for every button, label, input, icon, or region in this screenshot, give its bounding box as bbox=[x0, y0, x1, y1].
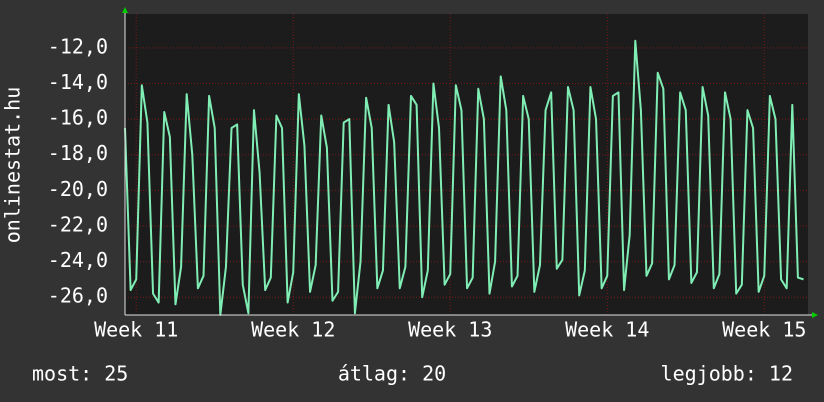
x-tick-label: Week 11 bbox=[94, 318, 178, 342]
footer-current: most: 25 bbox=[32, 362, 128, 386]
y-tick-label: -12,0 bbox=[48, 34, 108, 58]
y-tick-label: -26,0 bbox=[48, 284, 108, 308]
x-tick-label: Week 14 bbox=[565, 318, 649, 342]
x-axis-arrow bbox=[812, 312, 818, 318]
y-tick-label: -20,0 bbox=[48, 177, 108, 201]
y-tick-label: -24,0 bbox=[48, 248, 108, 272]
footer-max: legjobb: 12 bbox=[661, 362, 793, 386]
y-axis-arrow bbox=[122, 7, 128, 13]
y-tick-label: -16,0 bbox=[48, 106, 108, 130]
y-axis-label: onlinestat.hu bbox=[1, 87, 25, 244]
y-tick-label: -14,0 bbox=[48, 70, 108, 94]
footer-average: átlag: 20 bbox=[338, 362, 446, 386]
y-tick-label: -22,0 bbox=[48, 212, 108, 236]
data-line bbox=[124, 39, 804, 316]
x-tick-label: Week 12 bbox=[251, 318, 335, 342]
x-tick-label: Week 13 bbox=[408, 318, 492, 342]
x-tick-label: Week 15 bbox=[722, 318, 806, 342]
y-tick-label: -18,0 bbox=[48, 141, 108, 165]
